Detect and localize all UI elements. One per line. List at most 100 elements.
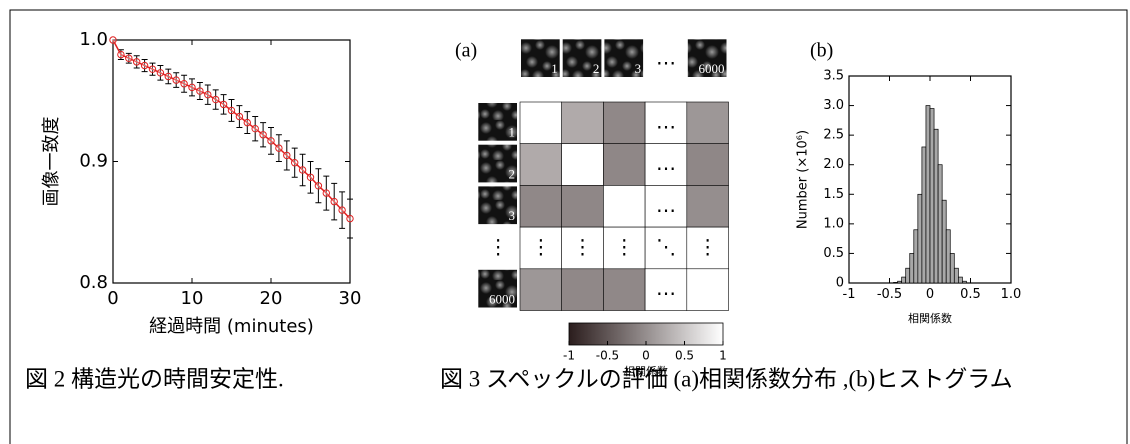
histogram-bar: [938, 165, 942, 283]
data-point: [205, 91, 211, 97]
histogram-bar: [926, 106, 930, 283]
histogram-bar: [910, 253, 914, 283]
data-point: [165, 73, 171, 79]
histogram-bar: [950, 253, 954, 283]
row-ellipsis: ⋮: [488, 234, 508, 258]
data-point: [173, 77, 179, 83]
y-tick-label: 0.5: [823, 246, 844, 261]
data-point: [141, 62, 147, 68]
histogram-bar: [902, 277, 906, 283]
thumbnail-label: 2: [593, 61, 600, 76]
data-point: [220, 101, 226, 107]
thumbnail-label: 3: [509, 208, 516, 223]
data-line: [113, 40, 350, 219]
data-point: [197, 88, 203, 94]
column-ellipsis: …: [656, 46, 676, 70]
page: 図 2 構造光の時間安定性. 図 3 スペックルの評価 (a)相関係数分布 ,(…: [0, 0, 1130, 444]
data-point: [260, 132, 266, 138]
y-tick-label: 3.0: [823, 98, 844, 113]
histogram-bar: [962, 281, 966, 283]
x-tick-label: 30: [339, 288, 362, 309]
histogram-bar: [898, 281, 902, 283]
thumbnail-label: 6000: [699, 61, 725, 76]
data-point: [307, 174, 313, 180]
data-point: [268, 138, 274, 144]
data-point: [276, 145, 282, 151]
matrix-cell: [562, 185, 604, 227]
plot-frame: [113, 40, 350, 283]
y-tick-label: 0.9: [79, 151, 108, 172]
x-tick-label: 1.0: [1001, 287, 1022, 302]
y-tick-label: 2.0: [823, 157, 844, 172]
data-point: [331, 198, 337, 204]
matrix-cell: [562, 269, 604, 311]
data-point: [315, 183, 321, 189]
data-point: [299, 167, 305, 173]
data-point: [339, 207, 345, 213]
data-point: [134, 59, 140, 65]
y-tick-label: 0.8: [79, 272, 108, 293]
colorbar-tick-label: -0.5: [596, 349, 619, 363]
matrix-cell: [687, 102, 729, 144]
caption: 図 3 スペックルの評価 (a)相関係数分布 ,(b)ヒストグラム: [440, 366, 1013, 391]
colorbar-tick-label: -1: [563, 349, 575, 363]
data-point: [213, 96, 219, 102]
histogram-bar: [918, 194, 922, 283]
colorbar-tick-label: 0.5: [675, 349, 694, 363]
matrix-cell: [603, 102, 645, 144]
cell-ellipsis: ⋮: [573, 234, 593, 258]
histogram-bar: [942, 200, 946, 283]
cell-ellipsis: …: [656, 109, 676, 133]
matrix-cell: [687, 185, 729, 227]
data-point: [110, 37, 116, 43]
x-axis-label: 経過時間 (minutes): [149, 316, 314, 337]
histogram-bar: [946, 230, 950, 283]
histogram-bar: [958, 277, 962, 283]
data-point: [244, 119, 250, 125]
y-tick-label: 2.5: [823, 128, 844, 143]
data-point: [189, 84, 195, 90]
y-tick-label: 1.5: [823, 187, 844, 202]
y-tick-label: 1.0: [823, 216, 844, 231]
matrix-cell: [562, 102, 604, 144]
y-axis-label: 画像一致度: [41, 117, 62, 207]
data-point: [292, 160, 298, 166]
matrix-cell: [603, 185, 645, 227]
matrix-cell: [687, 144, 729, 186]
colorbar-label: 相関係数: [624, 365, 668, 378]
matrix-cell: [520, 185, 562, 227]
data-point: [252, 125, 258, 131]
matrix-cell: [562, 144, 604, 186]
histogram-bar: [934, 129, 938, 283]
thumbnail-label: 1: [509, 125, 516, 140]
data-point: [236, 113, 242, 119]
cell-ellipsis: …: [656, 151, 676, 175]
x-tick-label: -1: [843, 287, 856, 302]
x-tick-label: 0: [107, 288, 118, 309]
panel-label: (a): [455, 40, 477, 62]
cell-ellipsis: ⋱: [656, 234, 676, 258]
data-point: [284, 152, 290, 158]
colorbar-tick-label: 0: [642, 349, 650, 363]
data-point: [126, 55, 132, 61]
x-tick-label: 0.5: [960, 287, 981, 302]
matrix-cell: [687, 269, 729, 311]
figure: 図 2 構造光の時間安定性. 図 3 スペックルの評価 (a)相関係数分布 ,(…: [0, 0, 1130, 444]
matrix-cell: [520, 269, 562, 311]
histogram-bar: [894, 282, 898, 283]
caption: 図 2 構造光の時間安定性.: [25, 366, 284, 391]
colorbar-tick-label: 1: [719, 349, 727, 363]
data-point: [323, 190, 329, 196]
histogram-bar: [906, 268, 910, 283]
histogram-bar: [930, 109, 934, 283]
histogram-bar: [954, 268, 958, 283]
data-point: [149, 66, 155, 72]
x-tick-label: 20: [260, 288, 283, 309]
cell-ellipsis: ⋮: [531, 234, 551, 258]
cell-ellipsis: ⋮: [614, 234, 634, 258]
cell-ellipsis: …: [656, 276, 676, 300]
y-tick-label: 1.0: [79, 29, 108, 50]
y-tick-label: 3.5: [823, 69, 844, 84]
matrix-cell: [520, 102, 562, 144]
thumbnail-label: 6000: [489, 291, 515, 306]
